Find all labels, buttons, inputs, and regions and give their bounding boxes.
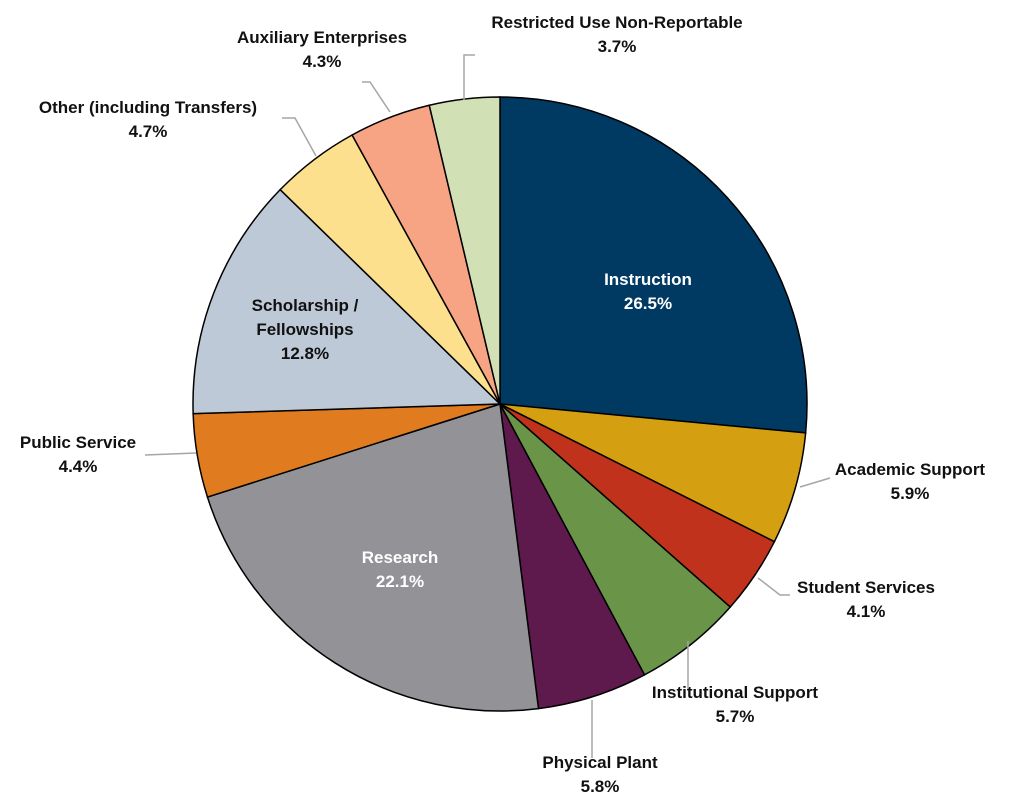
category-name: Instruction xyxy=(604,270,692,289)
slice-label: Auxiliary Enterprises 4.3% xyxy=(237,26,407,74)
category-name: Restricted Use Non-Reportable xyxy=(491,13,743,32)
category-name: Other (including Transfers) xyxy=(38,98,258,117)
leader-line xyxy=(463,54,475,100)
category-name: Scholarship / Fellowships xyxy=(251,296,359,339)
value-label: 3.7% xyxy=(597,37,637,56)
slice-label: Student Services 4.1% xyxy=(797,576,935,624)
value-label: 4.4% xyxy=(58,457,98,476)
value-label: 22.1% xyxy=(375,572,425,591)
pie-slice xyxy=(206,403,540,712)
category-name: Research xyxy=(361,548,439,567)
value-label: 5.8% xyxy=(580,777,620,796)
leader-line xyxy=(799,477,831,488)
category-name: Physical Plant xyxy=(542,753,658,772)
slice-label: Research 22.1% xyxy=(362,546,439,594)
value-label: 12.8% xyxy=(280,344,330,363)
category-name: Institutional Support xyxy=(651,683,819,702)
value-label: 4.1% xyxy=(846,602,886,621)
category-name: Auxiliary Enterprises xyxy=(236,28,408,47)
slice-label: Institutional Support 5.7% xyxy=(652,681,818,729)
category-name: Public Service xyxy=(19,433,137,452)
leader-line xyxy=(144,452,197,456)
slice-label: Restricted Use Non-Reportable 3.7% xyxy=(491,11,742,59)
value-label: 5.7% xyxy=(715,707,755,726)
value-label: 4.3% xyxy=(302,52,342,71)
slice-label: Scholarship / Fellowships 12.8% xyxy=(245,294,365,366)
value-label: 26.5% xyxy=(623,294,673,313)
category-name: Student Services xyxy=(797,578,935,597)
slice-label: Public Service 4.4% xyxy=(20,431,136,479)
value-label: 5.9% xyxy=(890,484,930,503)
leader-line xyxy=(757,577,790,596)
value-label: 4.7% xyxy=(128,122,168,141)
pie-slice xyxy=(192,188,502,415)
pie-slice xyxy=(499,96,808,434)
leader-line xyxy=(362,81,391,113)
category-name: Academic Support xyxy=(834,460,986,479)
slice-label: Other (including Transfers) 4.7% xyxy=(39,96,257,144)
slice-label: Academic Support 5.9% xyxy=(835,458,985,506)
slice-label: Physical Plant 5.8% xyxy=(542,751,657,799)
leader-line xyxy=(282,117,317,157)
slice-label: Instruction 26.5% xyxy=(604,268,692,316)
